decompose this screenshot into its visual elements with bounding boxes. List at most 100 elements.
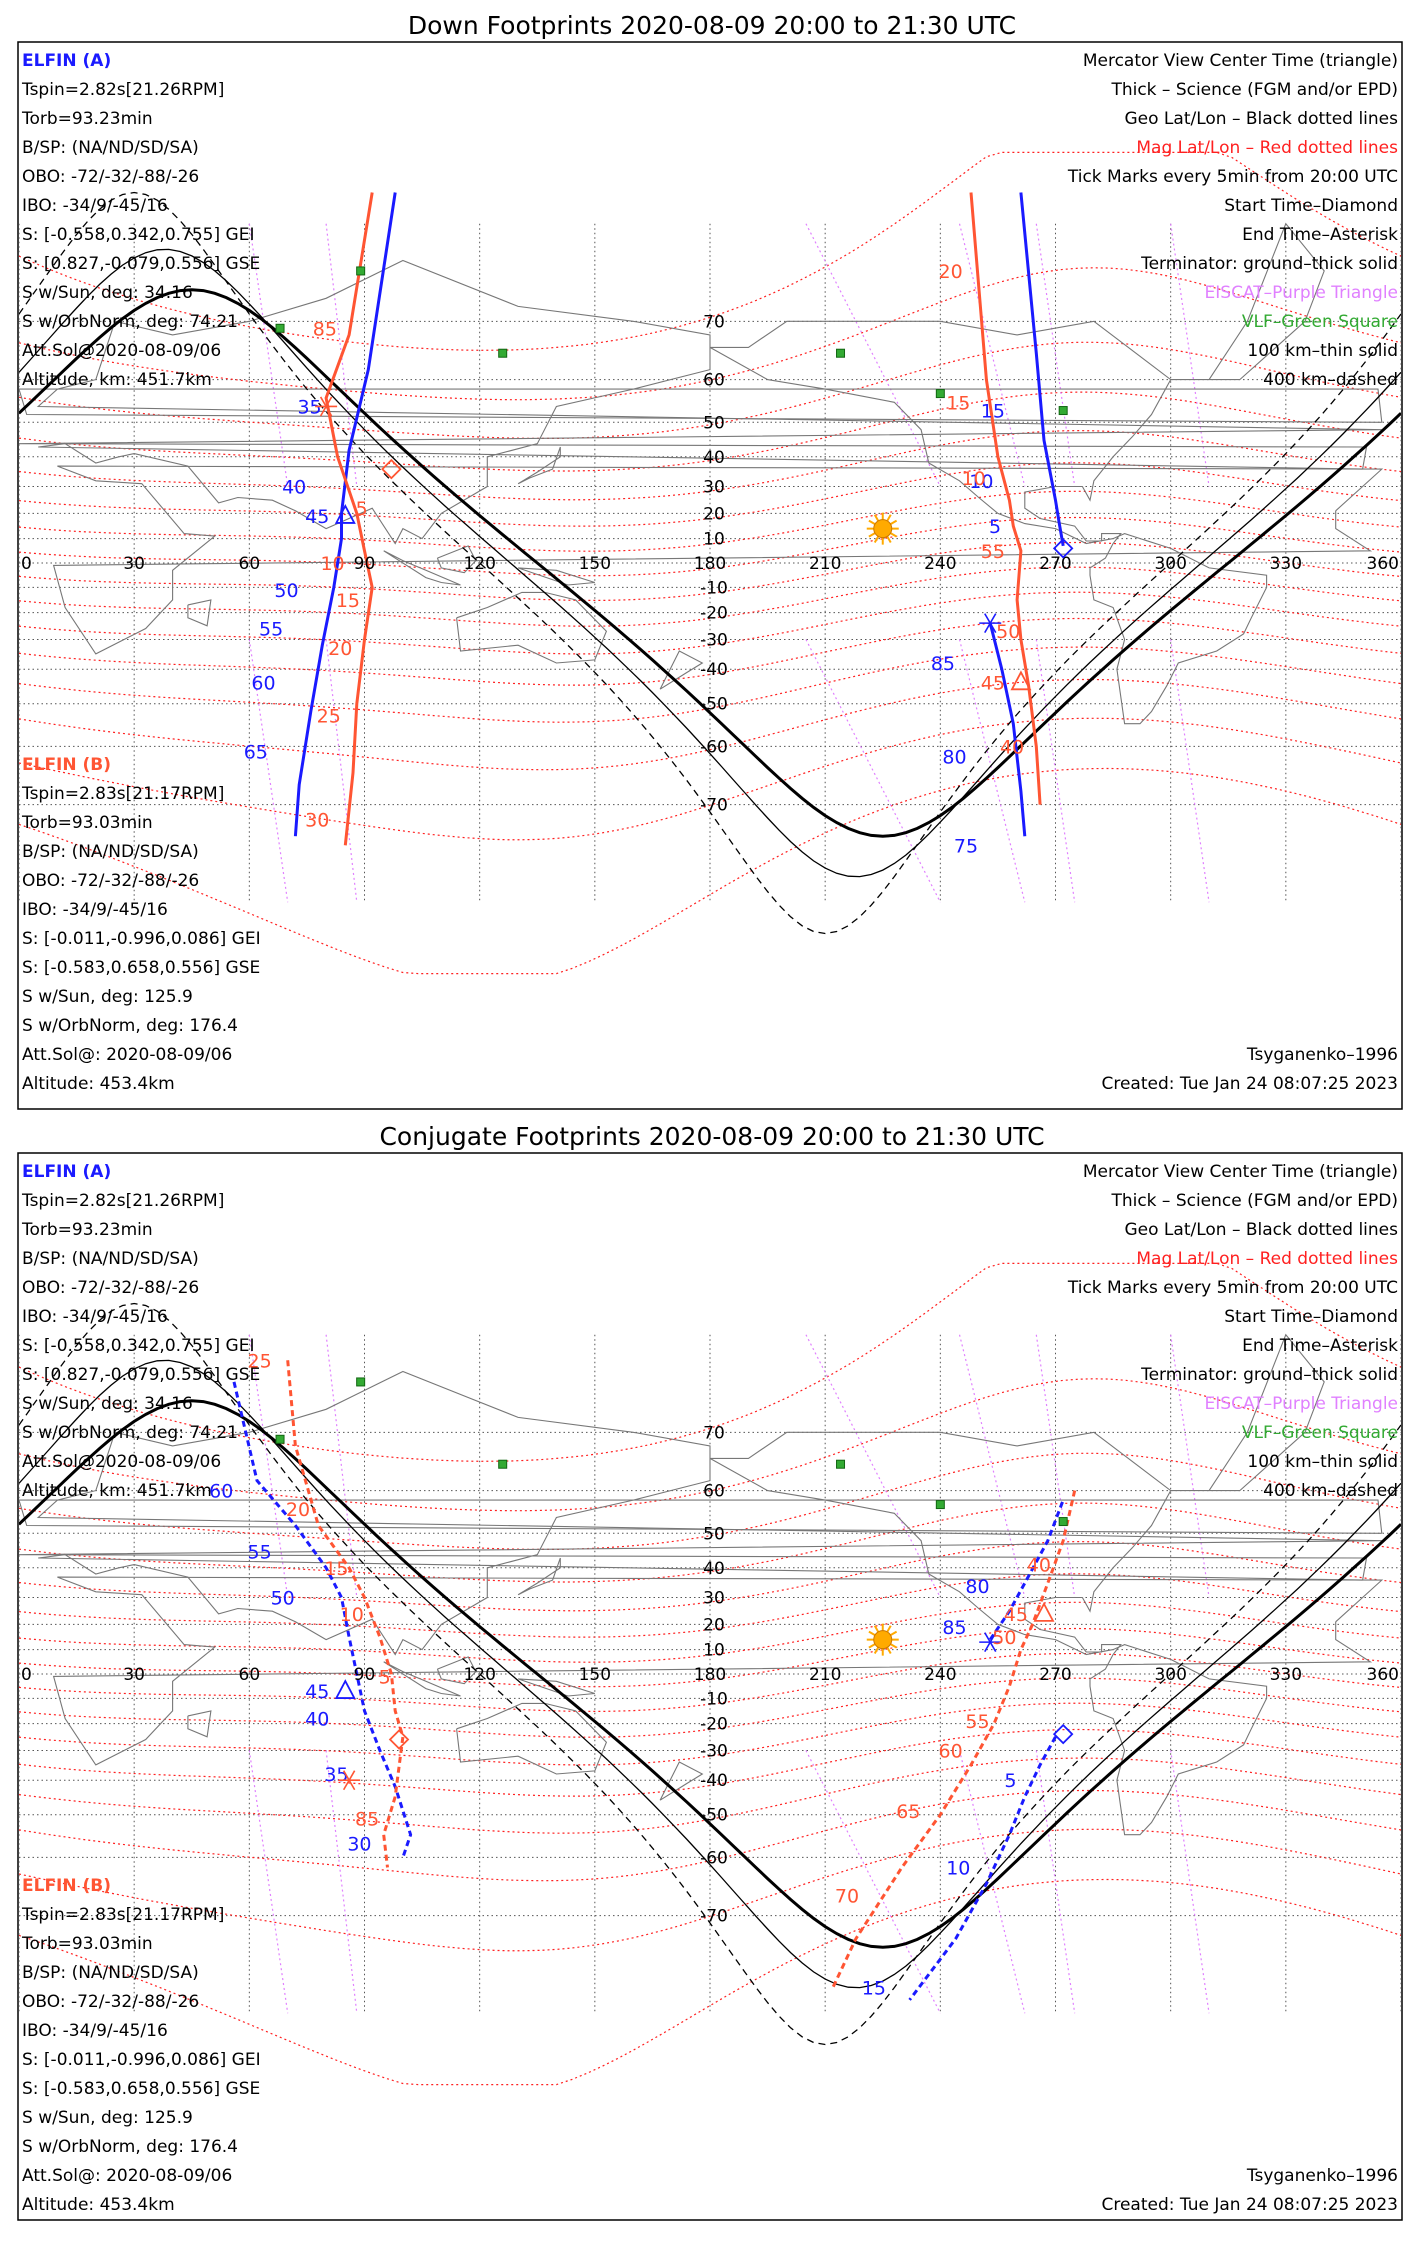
- tick-label: 10: [946, 1857, 970, 1879]
- sun-disc: [873, 1630, 893, 1650]
- tick-label: 10: [962, 468, 986, 490]
- x-tick-label: 0: [21, 1665, 32, 1685]
- tick-label: 15: [946, 392, 970, 414]
- mag-meridian: [1035, 639, 1076, 903]
- mag-latitude-line: [19, 1262, 1401, 1462]
- sun-ray: [873, 1625, 880, 1633]
- coastline: [709, 1431, 1268, 1836]
- mag-meridian: [1170, 639, 1210, 903]
- legend-line: Mag Lat/Lon – Red dotted lines: [1136, 1249, 1398, 1269]
- y-tick-label: 50: [703, 413, 725, 433]
- y-tick-label: 60: [703, 1482, 725, 1502]
- view-center-triangle: [334, 504, 356, 524]
- tick-label: 5: [379, 1666, 391, 1688]
- info-line: Att.Sol@2020-08-09/06: [22, 1452, 221, 1472]
- conjugate-elfin-b-info: ELFIN (B) Tspin=2.83s[21.17RPM] Torb=93.…: [21, 1876, 261, 2215]
- info-line: Altitude: 453.4km: [22, 1074, 175, 1094]
- info-line: Torb=93.23min: [21, 1220, 153, 1240]
- start-diamond: [1052, 1723, 1074, 1745]
- tick-label: 25: [317, 705, 341, 727]
- legend-line: Terminator: ground–thick solid: [1140, 1365, 1398, 1385]
- x-tick-label: 360: [1367, 554, 1399, 574]
- terminator-ground: [19, 288, 1401, 838]
- tick-label: 50: [271, 1588, 295, 1610]
- y-tick-label: 10: [703, 1641, 725, 1661]
- elfin-a-track: [988, 1499, 1065, 1641]
- conjugate-axis-labels: 0 30 60 90 120 150 180 210 240 270 300 330 360 -70 -60…: [21, 1423, 1399, 1926]
- info-line: B/SP: (NA/ND/SD/SA): [22, 842, 199, 862]
- conjugate-created-label: Created: Tue Jan 24 08:07:25 2023: [1101, 2195, 1398, 2215]
- x-tick-label: 60: [239, 554, 261, 574]
- info-line: S: [-0.011,-0.996,0.086] GEI: [22, 2050, 261, 2070]
- mag-latitude-line: [19, 1378, 1401, 1512]
- info-line: S: [-0.558,0.342,0.755] GEI: [22, 1336, 254, 1356]
- y-tick-label: 50: [703, 1524, 725, 1544]
- tick-label: 45: [305, 506, 329, 528]
- end-asterisk: [979, 613, 1002, 634]
- start-diamond: [388, 1729, 410, 1750]
- vlf-site: [275, 1434, 285, 1444]
- mag-meridian: [805, 639, 941, 903]
- legend-line: Start Time–Diamond: [1224, 1307, 1398, 1327]
- conjugate-coastlines: [19, 1333, 1384, 1836]
- view-center-triangle: [1033, 1601, 1055, 1622]
- tick-label: 75: [954, 835, 978, 857]
- legend-line: 400 km–dashed: [1263, 370, 1398, 390]
- info-line: OBO: -72/-32/-88/-26: [22, 167, 199, 187]
- conjugate-footprint-tracks: [232, 1360, 1077, 2001]
- view-center-triangle: [334, 1679, 356, 1699]
- sun-ray: [890, 532, 898, 538]
- vlf-site: [935, 389, 945, 399]
- down-axis-labels: 0 30 60 90 120 150 180 210 240 270 300 330 360 -70 -60…: [21, 312, 1399, 815]
- info-line: S: [-0.583,0.658,0.556] GSE: [22, 958, 260, 978]
- tick-label: 80: [965, 1576, 989, 1598]
- coastline: [52, 1576, 1384, 1766]
- tick-label: 55: [248, 1541, 272, 1563]
- info-line: IBO: -34/9/-45/16: [22, 196, 168, 216]
- y-tick-label: 60: [703, 371, 725, 391]
- vlf-site: [1058, 1517, 1068, 1527]
- mag-latitude-line: [19, 1702, 1401, 1766]
- sun-icon: [866, 1623, 899, 1656]
- tick-label: 70: [835, 1886, 859, 1908]
- tick-label: 45: [1004, 1604, 1028, 1626]
- legend-line: EISCAT–Purple Triangle: [1205, 1394, 1398, 1414]
- sun-ray: [868, 519, 876, 525]
- tick-label: 55: [965, 1711, 989, 1733]
- info-line: S w/OrbNorm, deg: 176.4: [22, 1016, 238, 1036]
- coastline: [659, 650, 704, 690]
- tick-label: 20: [328, 638, 352, 660]
- conjugate-footprints-panel: Conjugate Footprints 2020-08-09 20:00 to…: [17, 1122, 1403, 2221]
- mag-latitude-line: [19, 646, 1401, 723]
- tick-label: 15: [336, 590, 360, 612]
- y-tick-label: -10: [700, 1689, 728, 1709]
- tick-label: 85: [931, 653, 955, 675]
- info-line: Tspin=2.82s[21.26RPM]: [21, 80, 224, 100]
- mag-meridian: [958, 223, 1026, 487]
- tick-label: 50: [274, 580, 298, 602]
- x-tick-label: 30: [123, 1665, 145, 1685]
- tick-label: 65: [244, 741, 268, 763]
- y-tick-label: -30: [700, 1741, 728, 1761]
- vlf-site: [498, 348, 508, 358]
- y-tick-label: -40: [700, 660, 728, 680]
- legend-line: Geo Lat/Lon – Black dotted lines: [1125, 109, 1399, 129]
- x-tick-label: 90: [354, 1665, 376, 1685]
- mag-latitude-line: [19, 1627, 1401, 1688]
- down-coastlines: [19, 222, 1384, 725]
- mag-latitude-line: [19, 1757, 1401, 1834]
- tick-label: 10: [340, 1604, 364, 1626]
- tick-label: 45: [981, 672, 1005, 694]
- tick-label: 35: [324, 1764, 348, 1786]
- y-tick-label: 70: [703, 312, 725, 332]
- info-line: OBO: -72/-32/-88/-26: [22, 1992, 199, 2012]
- mag-latitude-line: [19, 1878, 1401, 2086]
- tick-label: 55: [981, 541, 1005, 563]
- legend-line: Tick Marks every 5min from 20:00 UTC: [1067, 167, 1398, 187]
- mag-meridian: [1035, 1334, 1076, 1598]
- info-line: OBO: -72/-32/-88/-26: [22, 871, 199, 891]
- info-line: Att.Sol@2020-08-09/06: [22, 341, 221, 361]
- tick-label: 25: [248, 1350, 272, 1372]
- elfin-a-track: [908, 1736, 1057, 2001]
- mag-meridian: [325, 1750, 358, 2014]
